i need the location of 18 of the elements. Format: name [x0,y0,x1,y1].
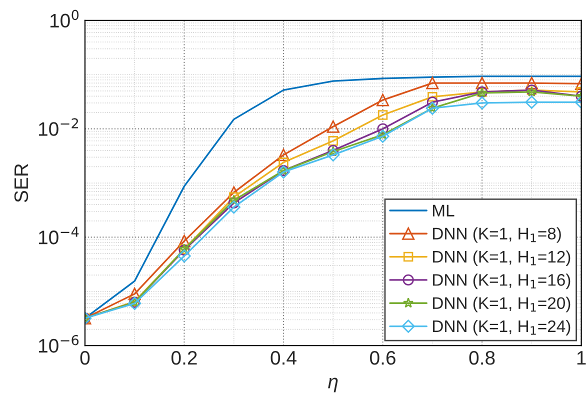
x-tick-label: 0.8 [469,350,495,365]
y-tick-label: 10$^{−2}$ [39,118,78,136]
y-axis-title: SER [14,164,28,202]
x-tick-label: 0.4 [270,350,296,365]
x-tick-label: 0 [80,350,90,365]
legend-label: DNN (K=1, H$_{1}$=16) [433,274,570,290]
x-tick-label: 0.2 [171,350,197,365]
y-tick-label: 10$^{0}$ [50,10,79,28]
legend-label: DNN (K=1, H$_{1}$=24) [433,320,570,336]
y-tick-label: 10$^{−6}$ [39,334,79,353]
x-axis-title: η [328,378,338,392]
legend-label: DNN (K=1, H$_{1}$=8) [433,227,561,243]
x-tick-label: 1 [577,351,586,365]
legend-label: DNN (K=1, H$_{1}$=20) [433,296,570,312]
y-tick-label: 10$^{−4}$ [39,226,79,244]
x-tick-label: 0.6 [370,350,396,365]
legend-label: DNN (K=1, H$_{1}$=12) [433,250,570,266]
legend-label: ML [433,204,454,216]
